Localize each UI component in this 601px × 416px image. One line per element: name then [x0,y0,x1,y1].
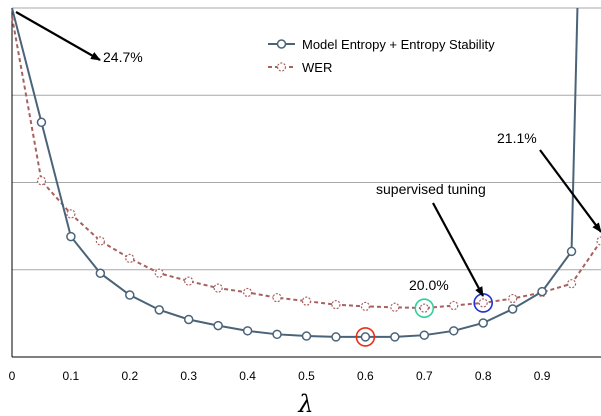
legend-label-wer: WER [302,60,332,75]
series-line-wer [11,16,601,310]
model-entropy-point [419,330,430,340]
wer-point [478,298,488,308]
annotation-arrow-left [15,11,101,61]
highlight-circle [355,327,376,347]
x-tick-label: 0.3 [180,369,197,383]
wer-point [95,236,105,246]
x-tick-label: 0.7 [416,369,433,383]
wer-point [36,176,47,186]
legend: Model Entropy + Entropy Stability WER [268,37,495,75]
annotation-mid-percent: 20.0% [409,277,449,293]
wer-point [419,303,429,313]
x-tick-label: 0.1 [63,369,80,383]
x-tick-label: 0.5 [298,369,315,383]
wer-point [301,296,312,306]
model-entropy-point [95,268,106,278]
x-tick-label: 0.2 [121,369,138,383]
wer-point [184,276,194,286]
wer-point [125,253,135,264]
model-entropy-point [390,332,400,342]
wer-point [596,236,601,246]
model-entropy-point [213,320,223,331]
model-entropy-point [183,314,194,325]
wer-point [243,287,253,298]
wer-point [66,209,76,219]
annotation-arrow-right [539,149,601,233]
model-entropy-point [154,305,164,315]
model-entropy-point [125,290,135,300]
wer-point [390,302,400,312]
model-entropy-point [449,326,459,336]
x-axis-label: λ [297,390,313,416]
x-tick-label: 0 [9,369,16,383]
model-entropy-point [360,332,371,342]
model-entropy-point [242,326,253,336]
wer-point [449,300,459,311]
annotation-arrow-supervised [432,202,484,297]
wer-point [331,300,341,310]
model-entropy-point [66,231,76,242]
legend-marker-model-entropy [276,39,287,49]
wer-point [213,283,223,293]
model-entropy-point [478,318,488,328]
model-entropy-point [537,286,547,297]
highlight-circle [414,298,435,318]
annotation-supervised-tuning: supervised tuning [376,181,486,197]
annotation-left-percent: 24.7% [103,49,143,65]
x-tick-label: 0.8 [475,369,492,383]
legend-label-model-entropy: Model Entropy + Entropy Stability [302,37,495,52]
x-tick-label: 0.9 [534,369,551,383]
x-tick-label: 0.6 [357,369,374,383]
x-tick-label: 0.4 [239,369,256,383]
x-tick-labels: 0 0.1 0.2 0.3 0.4 0.5 0.6 0.7 0.8 0.9 [9,369,551,383]
annotation-right-percent: 21.1% [497,130,537,146]
grid-lines [12,7,601,271]
wer-point [360,301,370,311]
model-entropy-point [507,304,518,314]
series-layer [11,7,601,342]
legend-marker-wer [276,62,287,72]
wer-point [154,268,164,278]
wer-point [566,279,577,289]
model-entropy-point [36,117,47,128]
wer-point [508,293,518,304]
model-entropy-point [272,329,282,340]
model-entropy-point [331,332,341,342]
wer-point [272,293,282,303]
model-entropy-point [301,331,312,341]
model-entropy-point [566,246,577,257]
